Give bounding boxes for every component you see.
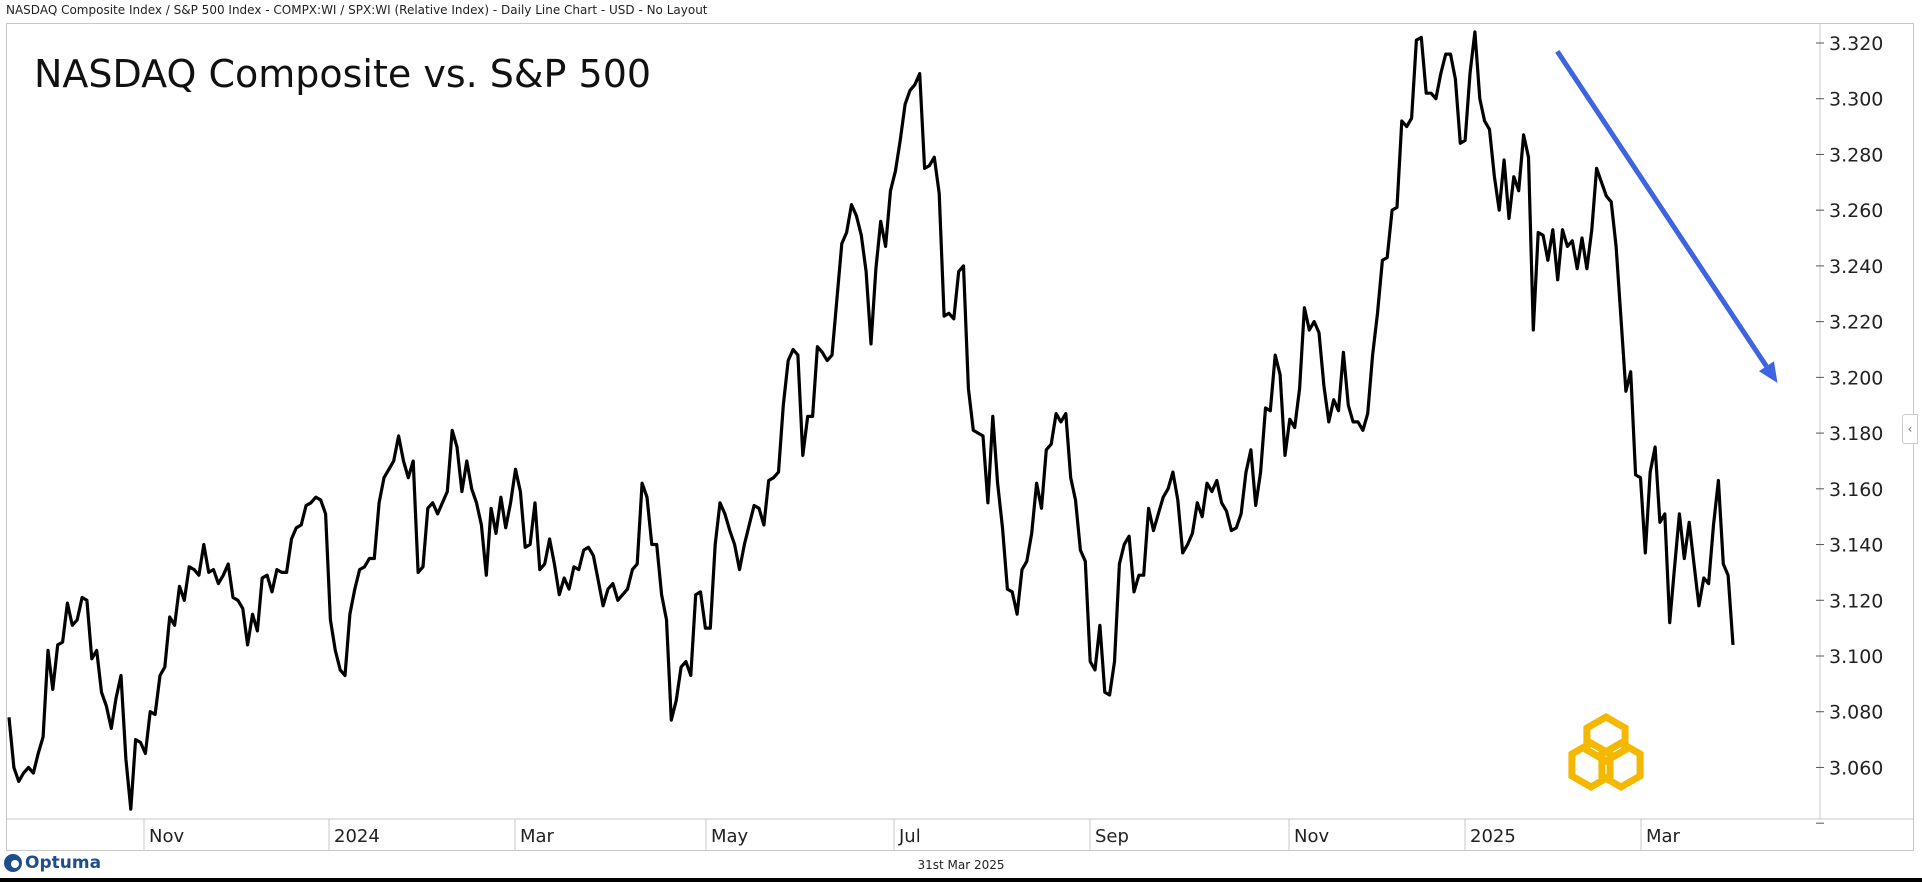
series-line — [7, 30, 1735, 811]
y-tick-label: 3.200 — [1829, 367, 1883, 389]
y-tick-label: 3.080 — [1829, 702, 1883, 724]
y-tick-label: 3.260 — [1829, 200, 1883, 222]
x-tick-label: Nov — [149, 826, 184, 847]
y-tick-label: 3.060 — [1829, 757, 1883, 779]
logo-hex-left — [1568, 738, 1614, 792]
y-tick-label: 3.220 — [1829, 312, 1883, 334]
x-tick-label: May — [711, 826, 749, 847]
x-tick-label: Jul — [898, 826, 921, 847]
y-tick-label: 3.140 — [1829, 535, 1883, 557]
x-tick-label: Mar — [520, 826, 555, 847]
y-tick-label: 3.320 — [1829, 33, 1883, 55]
y-tick-label: 3.040 — [1829, 813, 1883, 835]
optuma-logo-icon — [4, 854, 22, 872]
chart-title: NASDAQ Composite vs. S&P 500 — [34, 52, 652, 96]
chart-date: 31st Mar 2025 — [917, 858, 1005, 872]
optuma-brand: Optuma — [4, 853, 101, 873]
brand-name: Optuma — [25, 853, 102, 873]
y-tick-label: 3.180 — [1829, 423, 1883, 445]
optuma-watermark-icon — [1568, 712, 1644, 792]
y-tick-label: 3.160 — [1829, 479, 1883, 501]
x-tick-label: Nov — [1294, 826, 1329, 847]
logo-hex-top — [1583, 712, 1629, 766]
y-tick-label: 3.280 — [1829, 144, 1883, 166]
trend-arrow-head-icon — [1758, 361, 1778, 383]
trend-arrow-shaft — [1555, 49, 1769, 368]
logo-hex-right — [1598, 738, 1644, 792]
bottom-bar — [0, 878, 1922, 882]
collapse-panel-tab[interactable]: ‹ — [1902, 414, 1918, 444]
x-tick-label: 2024 — [334, 826, 380, 847]
y-tick-label: 3.120 — [1829, 590, 1883, 612]
x-tick-label: Mar — [1646, 826, 1681, 847]
y-tick-label: 3.240 — [1829, 256, 1883, 278]
x-tick-label: 2025 — [1470, 826, 1516, 847]
y-tick-label: 3.300 — [1829, 89, 1883, 111]
y-tick-label: 3.100 — [1829, 646, 1883, 668]
chart-header-title: NASDAQ Composite Index / S&P 500 Index -… — [6, 3, 708, 17]
x-tick-label: Sep — [1095, 826, 1129, 847]
